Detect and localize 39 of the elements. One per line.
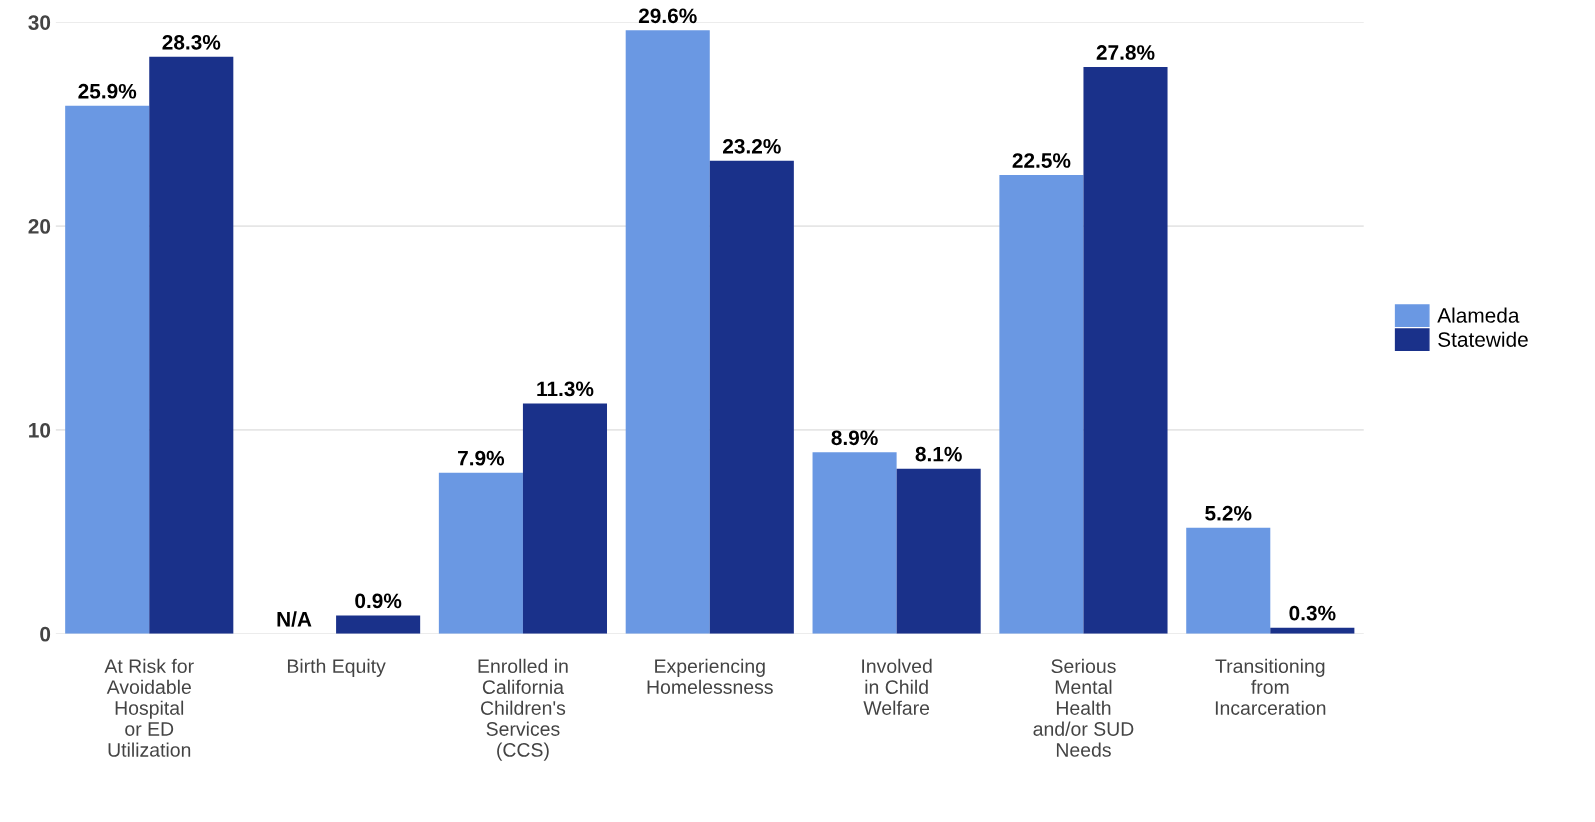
data-label: 7.9% bbox=[458, 450, 505, 466]
text: N/A bbox=[277, 611, 312, 627]
x-tick-label: Birth Equity bbox=[287, 658, 386, 677]
data-label: 11.3% bbox=[537, 381, 594, 397]
bar bbox=[1083, 67, 1168, 634]
data-label: 5.2% bbox=[1205, 505, 1252, 521]
data-label: 22.5% bbox=[1012, 153, 1071, 168]
legend-label: Alameda bbox=[1437, 307, 1520, 323]
data-label: 8.9% bbox=[831, 430, 878, 446]
y-tick-label: 0 bbox=[40, 626, 51, 642]
data-label: 28.3% bbox=[162, 34, 221, 50]
bar bbox=[522, 403, 608, 634]
x-tick-label: Involved in Child Welfare bbox=[862, 658, 932, 715]
bar bbox=[896, 468, 981, 634]
bar bbox=[999, 175, 1084, 634]
bar bbox=[336, 615, 421, 634]
data-label: 29.6% bbox=[638, 8, 697, 24]
data-label: 0.3% bbox=[1289, 605, 1336, 621]
legend-label: Statewide bbox=[1438, 331, 1528, 347]
y-tick-label: 20 bbox=[28, 219, 51, 234]
x-tick-label: Serious Mental Health and/or SUD Needs bbox=[1033, 658, 1134, 757]
bar bbox=[149, 56, 234, 634]
x-tick-label: Enrolled in California Children's Services (CCS) bbox=[478, 658, 568, 761]
x-tick-label: Transitioning from Incarceration bbox=[1215, 658, 1326, 715]
y-tick-label: 30 bbox=[28, 15, 51, 30]
data-label: 8.1% bbox=[915, 446, 962, 462]
bar bbox=[709, 160, 794, 634]
x-tick-label: Experiencing Homelessness bbox=[647, 658, 773, 694]
data-label: 27.8% bbox=[1096, 45, 1155, 60]
data-label: 0.9% bbox=[355, 593, 402, 609]
bar bbox=[438, 472, 523, 634]
data-label: 25.9% bbox=[78, 83, 137, 99]
bar bbox=[812, 452, 897, 634]
y-tick-label: 10 bbox=[29, 422, 51, 438]
bar bbox=[1186, 527, 1271, 634]
bar bbox=[65, 105, 150, 634]
bar bbox=[625, 30, 710, 634]
data-label: 23.2% bbox=[723, 138, 781, 154]
x-tick-label: At Risk for Avoidable Hospital or ED Utilization bbox=[104, 658, 194, 757]
